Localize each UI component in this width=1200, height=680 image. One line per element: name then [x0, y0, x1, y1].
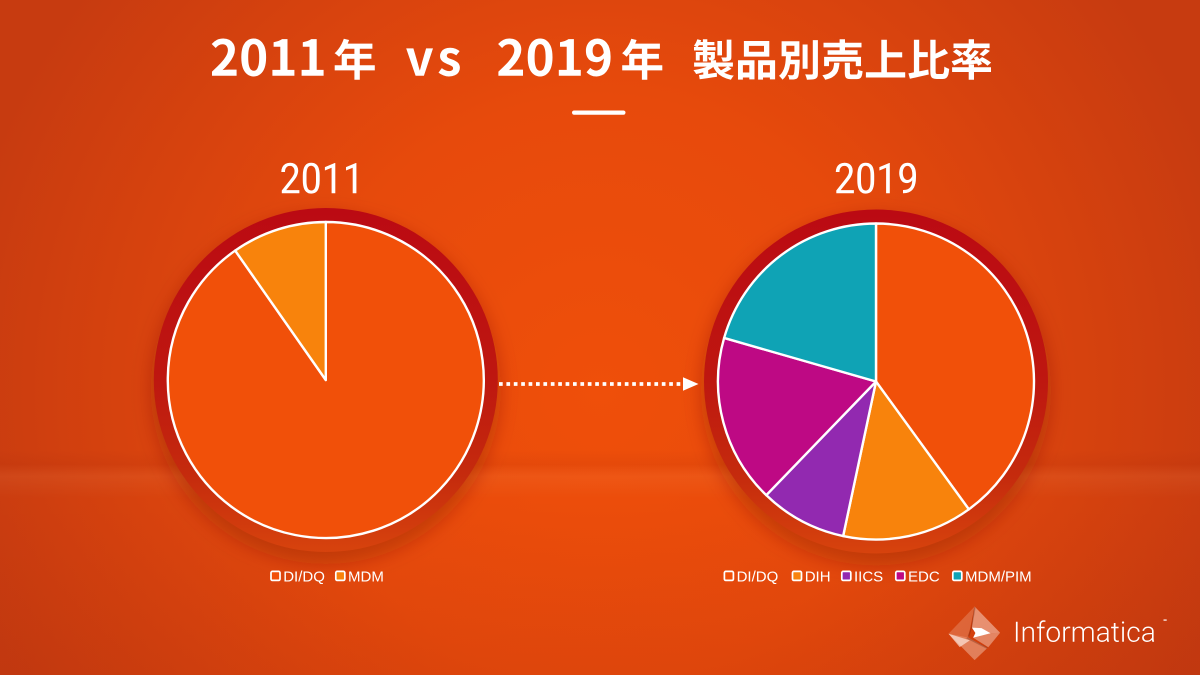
svg-text:DI/DQ: DI/DQ — [737, 569, 779, 586]
svg-text:EDC: EDC — [908, 569, 940, 586]
svg-text:MDM: MDM — [348, 569, 384, 586]
svg-text:IICS: IICS — [854, 569, 883, 586]
svg-text:DI/DQ: DI/DQ — [283, 569, 325, 586]
svg-text:DIH: DIH — [805, 569, 831, 586]
svg-text:MDM/PIM: MDM/PIM — [965, 569, 1032, 586]
